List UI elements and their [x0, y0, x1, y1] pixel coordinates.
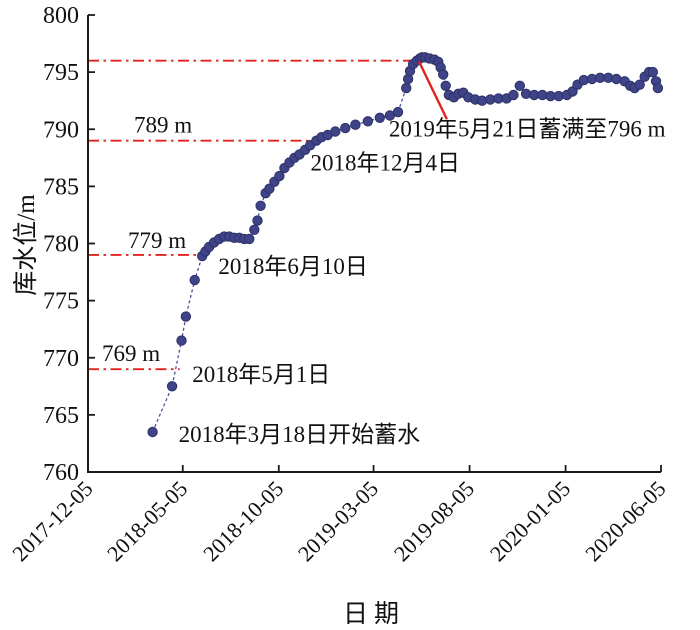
data-point	[244, 233, 255, 245]
ref-line-label-789: 789 m	[134, 113, 192, 138]
data-point	[438, 69, 449, 80]
data-point	[249, 224, 260, 236]
x-tick-label: 2020-01-05	[485, 476, 575, 566]
y-tick-label: 790	[43, 117, 79, 143]
annotation-dec4: 2018年12月4日	[310, 151, 460, 176]
ref-line-label-779: 779 m	[128, 228, 186, 253]
data-point	[330, 126, 341, 137]
annotation-start: 2018年3月18日开始蓄水	[179, 422, 421, 447]
data-point	[274, 170, 285, 182]
data-point	[647, 66, 658, 78]
x-tick-label: 2019-08-05	[389, 476, 479, 566]
data-point	[362, 116, 374, 127]
annotation-leader-full	[417, 60, 448, 120]
y-tick-label: 785	[43, 174, 79, 200]
x-tick-label: 2018-10-05	[198, 476, 288, 566]
data-point	[252, 215, 263, 226]
annotation-jun10: 2018年6月10日	[218, 254, 368, 279]
data-point	[401, 82, 412, 94]
data-point	[514, 80, 525, 92]
data-point	[264, 183, 275, 194]
data-point	[166, 381, 178, 392]
y-tick-label: 760	[43, 460, 79, 486]
x-tick-label: 2019-03-05	[293, 476, 383, 566]
data-point	[392, 106, 404, 118]
data-point	[147, 426, 158, 438]
data-point	[255, 200, 266, 212]
data-point	[189, 274, 200, 286]
y-tick-label: 780	[43, 232, 79, 258]
data-point	[440, 80, 451, 92]
data-point	[634, 79, 645, 90]
data-point	[176, 335, 187, 346]
annotation-may1: 2018年5月1日	[192, 362, 330, 387]
y-tick-label: 775	[43, 289, 79, 315]
data-point	[350, 119, 361, 130]
ref-line-label-769: 769 m	[102, 341, 160, 366]
data-point	[374, 112, 385, 124]
y-tick-label: 765	[43, 403, 79, 429]
annotation-full: 2019年5月21日蓄满至796 m	[389, 116, 666, 141]
data-point	[180, 311, 192, 322]
x-tick-label: 2018-05-05	[102, 476, 192, 566]
y-tick-label: 770	[43, 346, 79, 372]
x-tick-label: 2020-06-05	[580, 476, 670, 566]
x-axis-title: 日期	[342, 601, 406, 628]
y-tick-label: 795	[43, 60, 79, 86]
y-axis-title: 库水位/m	[13, 194, 40, 296]
x-tick-label: 2017-12-05	[7, 476, 97, 566]
data-point	[652, 82, 664, 94]
y-tick-label: 800	[43, 3, 79, 29]
data-point	[340, 122, 351, 134]
data-point	[508, 89, 519, 101]
